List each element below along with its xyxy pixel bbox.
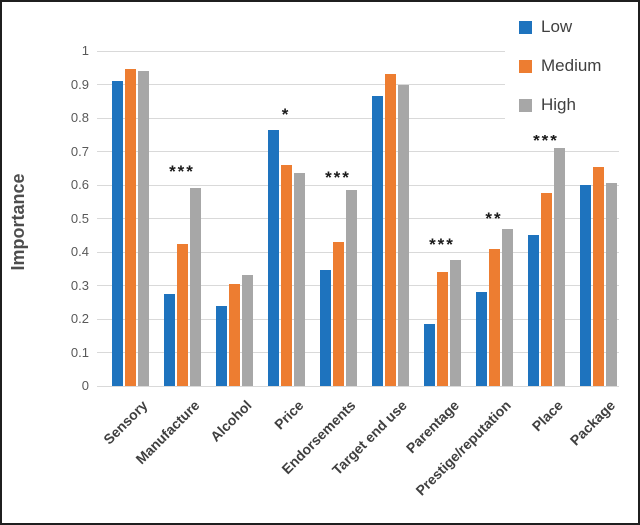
- legend-item-high: High: [519, 94, 638, 116]
- bar-high: [449, 260, 461, 386]
- y-tick-label: 0.5: [70, 210, 89, 226]
- y-tick-label: 0.7: [70, 143, 89, 159]
- x-tick-label-text: Package: [566, 397, 619, 449]
- bar-medium: [384, 74, 396, 386]
- gridline: [97, 50, 619, 52]
- legend-swatch-icon: [519, 59, 532, 73]
- legend-label: Low: [541, 17, 573, 36]
- bar-group: [267, 129, 305, 386]
- bar-group: [215, 275, 253, 386]
- gridline: [97, 352, 619, 353]
- bar-medium: [176, 243, 188, 386]
- gridline: [97, 318, 619, 320]
- legend-label: Medium: [541, 56, 602, 75]
- x-tick-label-text: Sensory: [99, 397, 151, 448]
- y-tick-label: 0.6: [70, 177, 89, 192]
- bar-group: [527, 148, 565, 386]
- gridline: [97, 285, 619, 286]
- gridline: [97, 117, 619, 119]
- bar-low: [579, 185, 591, 386]
- legend-swatch-icon: [519, 98, 532, 112]
- bar-medium: [540, 193, 552, 386]
- bar-medium: [488, 248, 500, 386]
- gridline: [97, 385, 619, 387]
- bar-group: [163, 188, 201, 386]
- bar-low: [215, 305, 227, 386]
- y-tick-label: 0.9: [70, 76, 89, 92]
- gridline: [97, 151, 619, 152]
- y-tick-label: 0.2: [70, 311, 89, 326]
- legend-swatch-icon: [519, 20, 532, 34]
- bar-group: [319, 190, 357, 386]
- legend-item-low: Low: [519, 16, 638, 38]
- bar-medium: [436, 272, 448, 386]
- y-tick-label: 0.4: [70, 244, 89, 259]
- bar-high: [293, 173, 305, 386]
- bar-group: [579, 166, 617, 386]
- x-tick-label-text: Alcohol: [206, 397, 255, 445]
- y-tick-label: 0.1: [70, 344, 89, 360]
- bar-group: [371, 74, 409, 386]
- y-tick-label: 0.3: [70, 277, 89, 293]
- bar-high: [137, 71, 149, 386]
- bar-high: [605, 183, 617, 386]
- legend-item-medium: Medium: [519, 55, 638, 77]
- x-tick-label-text: Place: [529, 397, 567, 435]
- y-tick-label: 0.8: [70, 110, 89, 125]
- bar-high: [501, 228, 513, 386]
- bar-medium: [332, 241, 344, 386]
- bar-low: [527, 235, 539, 386]
- gridline: [97, 84, 619, 85]
- bar-medium: [592, 166, 604, 386]
- bar-group: [111, 69, 149, 386]
- bar-high: [397, 84, 409, 386]
- legend: Low Medium High: [505, 12, 638, 135]
- gridline: [97, 184, 619, 186]
- plot-area: *** * *** *** ** ***: [97, 50, 619, 387]
- gridline: [97, 218, 619, 219]
- y-axis: 0 0.1 0.2 0.3 0.4 0.5 0.6 0.7 0.8 0.9 1: [2, 43, 89, 393]
- y-tick-label: 1: [81, 43, 89, 58]
- bar-group: [423, 260, 461, 386]
- y-tick-label: 0: [81, 378, 89, 393]
- bar-medium: [280, 164, 292, 386]
- x-tick-label-text: Price: [270, 397, 307, 433]
- bar-low: [319, 270, 331, 386]
- bar-low: [111, 81, 123, 386]
- bar-low: [267, 129, 279, 386]
- bar-group: [475, 228, 513, 386]
- bar-low: [423, 324, 435, 386]
- bar-high: [553, 148, 565, 386]
- bar-low: [371, 96, 383, 386]
- x-tick-label-text: Prestige/reputation: [412, 397, 515, 499]
- legend-label: High: [541, 95, 576, 114]
- bar-medium: [228, 283, 240, 386]
- bar-high: [345, 190, 357, 386]
- gridline: [97, 251, 619, 253]
- bar-medium: [124, 69, 136, 386]
- bar-high: [189, 188, 201, 386]
- bar-low: [475, 292, 487, 386]
- bar-low: [163, 293, 175, 386]
- bar-high: [241, 275, 253, 386]
